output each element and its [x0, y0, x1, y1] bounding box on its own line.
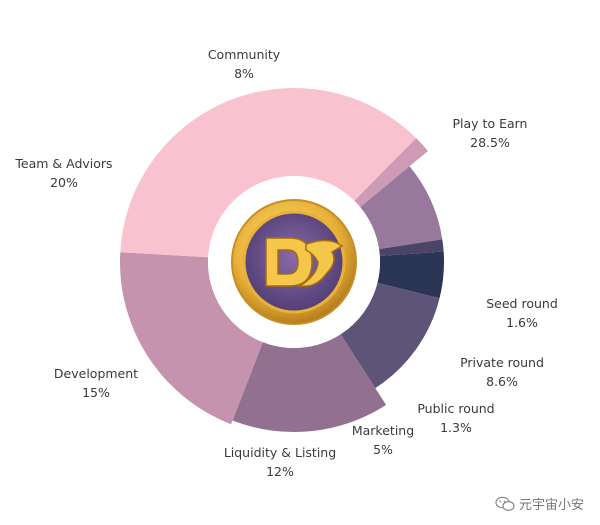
slice-seed-round: [354, 138, 428, 208]
slice-public-round: [379, 239, 444, 257]
slice-value-play-to-earn: 28.5%: [470, 135, 510, 150]
slice-label-community: Community: [208, 47, 281, 62]
slice-community: [120, 169, 222, 258]
slice-development: [232, 334, 387, 433]
slice-label-seed-round: Seed round: [486, 296, 558, 311]
chart-labels: Play to Earn 28.5% Seed round 1.6% Private r…: [14, 47, 557, 479]
slice-value-community: 8%: [234, 66, 254, 81]
slice-label-private-round: Private round: [460, 355, 544, 370]
slice-label-development: Development: [54, 366, 138, 381]
slice-value-liquidity-and-listing: 12%: [266, 464, 294, 479]
slice-private-round: [360, 166, 443, 250]
slice-value-seed-round: 1.6%: [506, 315, 538, 330]
wechat-icon: [495, 496, 515, 511]
slice-label-public-round: Public round: [417, 401, 494, 416]
slice-value-team-and-adviors: 20%: [50, 175, 78, 190]
slice-liquidity-and-listing: [340, 282, 440, 389]
slice-team-and-adviors: [120, 252, 263, 425]
slice-value-marketing: 5%: [373, 442, 393, 457]
watermark: 元宇宙小安: [495, 494, 584, 513]
slice-value-private-round: 8.6%: [486, 374, 518, 389]
slice-value-public-round: 1.3%: [440, 420, 472, 435]
slice-play-to-earn: [146, 87, 417, 217]
center-logo: [208, 176, 380, 348]
slice-label-team-and-adviors: Team & Adviors: [14, 156, 112, 171]
slice-marketing: [377, 251, 444, 299]
slice-label-liquidity-and-listing: Liquidity & Listing: [224, 445, 336, 460]
slice-label-play-to-earn: Play to Earn: [453, 116, 528, 131]
slice-value-development: 15%: [82, 385, 110, 400]
watermark-text: 元宇宙小安: [518, 498, 584, 513]
chart-slices: [120, 87, 444, 433]
slice-label-marketing: Marketing: [352, 423, 414, 438]
